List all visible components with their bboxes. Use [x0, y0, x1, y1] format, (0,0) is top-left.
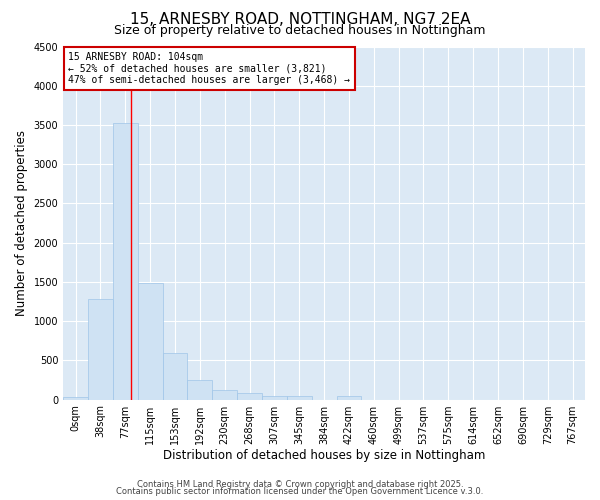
- Bar: [287, 396, 311, 400]
- Bar: [237, 394, 262, 400]
- Text: 15, ARNESBY ROAD, NOTTINGHAM, NG7 2EA: 15, ARNESBY ROAD, NOTTINGHAM, NG7 2EA: [130, 12, 470, 28]
- Bar: [63, 397, 88, 400]
- Bar: [163, 352, 187, 400]
- Bar: [337, 396, 361, 400]
- Text: Contains HM Land Registry data © Crown copyright and database right 2025.: Contains HM Land Registry data © Crown c…: [137, 480, 463, 489]
- Bar: [88, 299, 113, 400]
- Y-axis label: Number of detached properties: Number of detached properties: [15, 130, 28, 316]
- Bar: [113, 122, 138, 400]
- Text: 15 ARNESBY ROAD: 104sqm
← 52% of detached houses are smaller (3,821)
47% of semi: 15 ARNESBY ROAD: 104sqm ← 52% of detache…: [68, 52, 350, 85]
- Bar: [138, 282, 163, 400]
- Text: Size of property relative to detached houses in Nottingham: Size of property relative to detached ho…: [114, 24, 486, 37]
- Bar: [187, 380, 212, 400]
- X-axis label: Distribution of detached houses by size in Nottingham: Distribution of detached houses by size …: [163, 450, 485, 462]
- Bar: [212, 390, 237, 400]
- Bar: [262, 396, 287, 400]
- Text: Contains public sector information licensed under the Open Government Licence v.: Contains public sector information licen…: [116, 487, 484, 496]
